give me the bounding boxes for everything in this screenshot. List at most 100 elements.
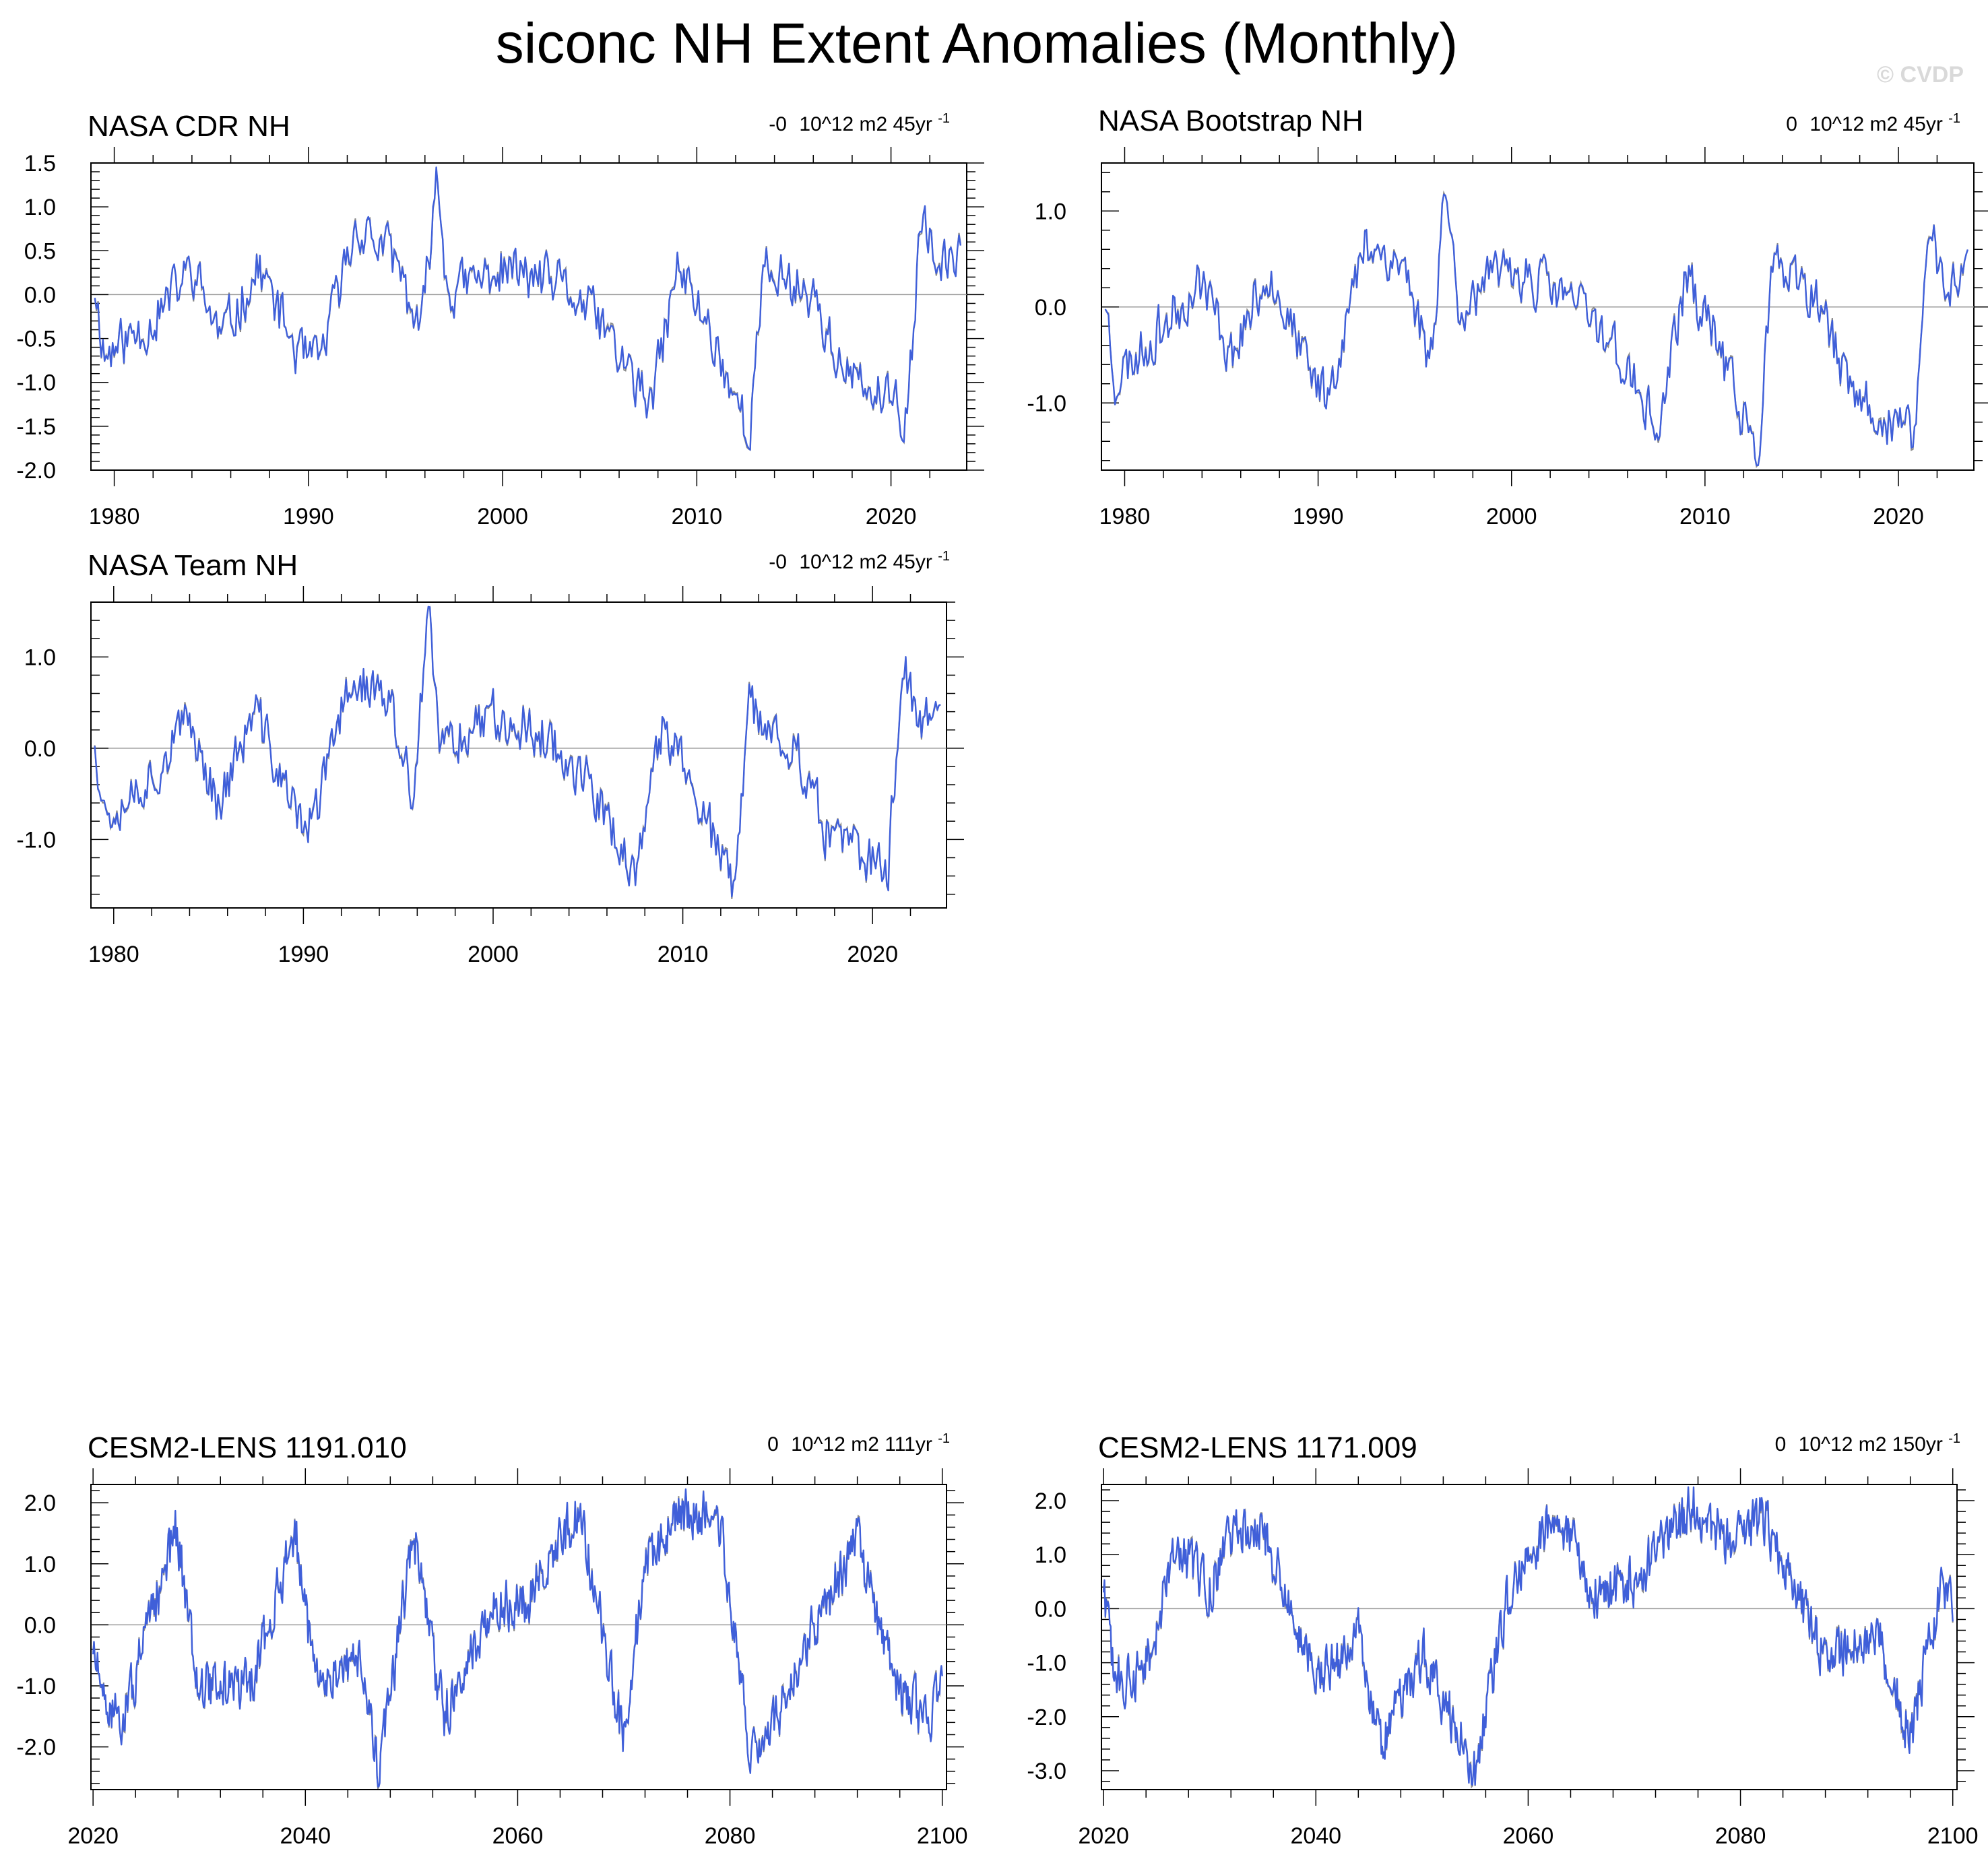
y-tick-label: 2.0 — [24, 1491, 56, 1516]
y-tick-label: 1.0 — [24, 645, 56, 670]
panel-nasa-bootstrap-nh: NASA Bootstrap NH 0 10^12 m2 45yr -1 1.0… — [1011, 0, 1988, 539]
trend-units: 10^12 m2 45yr — [799, 113, 932, 135]
y-tick-label: -2.0 — [1027, 1705, 1066, 1730]
panel-title: CESM2-LENS 1191.010 — [88, 1431, 407, 1464]
panel-title: NASA Bootstrap NH — [1098, 104, 1364, 137]
series-shadow-line — [1103, 1487, 1954, 1789]
trend-exponent: -1 — [1948, 1431, 1960, 1446]
x-tick-label: 2020 — [866, 504, 917, 529]
trend-exponent: -1 — [938, 549, 950, 564]
y-tick-label: 0.0 — [1035, 295, 1066, 321]
x-tick-label: 1980 — [88, 942, 139, 967]
trend-value: 0 — [1786, 113, 1797, 135]
y-tick-label: -1.0 — [16, 827, 56, 853]
x-tick-label: 2000 — [1486, 504, 1537, 529]
y-tick-label: 0.0 — [1035, 1596, 1066, 1622]
x-tick-label: 2100 — [917, 1823, 968, 1849]
y-tick-label: -2.0 — [16, 458, 56, 484]
watermark: © CVDP — [1877, 62, 1964, 88]
trend-value: 0 — [1775, 1433, 1787, 1456]
trend-label: 0 10^12 m2 45yr -1 — [1786, 111, 1960, 135]
trend-exponent: -1 — [1948, 111, 1960, 126]
trend-label: -0 10^12 m2 45yr -1 — [769, 549, 950, 573]
x-tick-label: 2040 — [280, 1823, 331, 1849]
x-tick-label: 1980 — [89, 504, 140, 529]
panel-title: NASA CDR NH — [88, 110, 290, 143]
trend-exponent: -1 — [938, 111, 950, 126]
x-tick-label: 2060 — [1503, 1823, 1554, 1849]
y-tick-label: 0.0 — [24, 282, 56, 308]
chart-nasa-team-nh: NASA Team NH -0 10^12 m2 45yr -1 1.0 0.0 -… — [16, 549, 964, 967]
series-line — [1104, 193, 1969, 467]
x-tick-label: 2080 — [1715, 1823, 1766, 1849]
y-tick-label: 1.0 — [24, 1552, 56, 1577]
trend-label: -0 10^12 m2 45yr -1 — [769, 111, 950, 135]
x-tick-label: 2000 — [477, 504, 528, 529]
panel-title: NASA Team NH — [88, 549, 298, 582]
x-tick-label: 1990 — [278, 942, 329, 967]
chart-nasa-bootstrap-nh: NASA Bootstrap NH 0 10^12 m2 45yr -1 1.0… — [1027, 104, 1988, 529]
y-tick-label: 1.0 — [1035, 199, 1066, 224]
x-tick-label: 1980 — [1099, 504, 1151, 529]
y-tick-label: 1.0 — [24, 195, 56, 220]
x-tick-label: 2080 — [705, 1823, 756, 1849]
x-tick-label: 1990 — [283, 504, 334, 529]
x-tick-label: 2020 — [1078, 1823, 1129, 1849]
series-shadow-line — [94, 169, 961, 451]
x-tick-label: 2000 — [468, 942, 519, 967]
trend-exponent: -1 — [938, 1431, 950, 1446]
trend-units: 10^12 m2 150yr — [1799, 1433, 1943, 1456]
chart-nasa-cdr-nh: NASA CDR NH -0 10^12 m2 45yr -1 1.5 1.0 0.… — [16, 110, 984, 529]
x-tick-label: 2010 — [658, 942, 709, 967]
series-line — [94, 166, 962, 451]
y-tick-label: -1.0 — [1027, 391, 1066, 416]
y-tick-label: -2.0 — [16, 1735, 56, 1761]
y-tick-label: -1.0 — [1027, 1651, 1066, 1676]
figure-title: siconc NH Extent Anomalies (Monthly) — [495, 11, 1458, 75]
x-tick-label: 2040 — [1290, 1823, 1341, 1849]
y-tick-label: 1.5 — [24, 151, 56, 176]
x-tick-label: 2100 — [1927, 1823, 1979, 1849]
x-tick-label: 2060 — [492, 1823, 544, 1849]
trend-value: -0 — [769, 113, 787, 135]
x-tick-label: 2010 — [1679, 504, 1731, 529]
plot-frame — [90, 601, 947, 909]
plot-frame — [1101, 162, 1975, 471]
panel-nasa-team-nh: NASA Team NH -0 10^12 m2 45yr -1 1.0 0.0 -… — [0, 438, 997, 977]
series-shadow-line — [1104, 190, 1968, 469]
trend-units: 10^12 m2 45yr — [1809, 113, 1943, 135]
y-tick-label: -1.0 — [16, 370, 56, 396]
panel-cesm2-lens-1171-009: CESM2-LENS 1171.009 0 10^12 m2 150yr -1 … — [1011, 1320, 1988, 1863]
y-tick-label: 2.0 — [1035, 1489, 1066, 1514]
series-shadow-line — [94, 606, 941, 899]
y-tick-label: -3.0 — [1027, 1759, 1066, 1784]
y-tick-label: 1.0 — [1035, 1542, 1066, 1568]
y-tick-label: 0.0 — [24, 1612, 56, 1638]
y-tick-label: -1.5 — [16, 414, 56, 440]
trend-value: -0 — [769, 551, 787, 573]
trend-label: 0 10^12 m2 111yr -1 — [767, 1431, 950, 1456]
panel-cesm2-lens-1191-010: CESM2-LENS 1191.010 0 10^12 m2 111yr -1 … — [0, 1320, 997, 1863]
panel-title: CESM2-LENS 1171.009 — [1098, 1431, 1417, 1464]
series-line — [92, 1488, 943, 1788]
trend-value: 0 — [767, 1433, 779, 1456]
x-tick-label: 2020 — [1873, 504, 1924, 529]
y-tick-label: -1.0 — [16, 1674, 56, 1699]
chart-cesm2-lens-1191-010: CESM2-LENS 1191.010 0 10^12 m2 111yr -1 … — [16, 1431, 968, 1849]
x-tick-label: 2010 — [672, 504, 723, 529]
x-tick-label: 2020 — [67, 1823, 119, 1849]
y-tick-label: 0.0 — [24, 736, 56, 762]
y-tick-label: 0.5 — [24, 238, 56, 264]
trend-units: 10^12 m2 111yr — [791, 1433, 932, 1456]
plot-frame — [90, 162, 967, 471]
trend-label: 0 10^12 m2 150yr -1 — [1775, 1431, 1960, 1456]
series-line — [94, 606, 941, 898]
chart-cesm2-lens-1171-009: CESM2-LENS 1171.009 0 10^12 m2 150yr -1 … — [1027, 1431, 1979, 1849]
plot-frame — [1101, 1484, 1958, 1790]
trend-units: 10^12 m2 45yr — [799, 551, 932, 573]
y-tick-label: -0.5 — [16, 327, 56, 352]
x-tick-label: 2020 — [847, 942, 898, 967]
panel-nasa-cdr-nh: NASA CDR NH -0 10^12 m2 45yr -1 1.5 1.0 0.… — [0, 0, 997, 539]
x-tick-label: 1990 — [1293, 504, 1344, 529]
series-line — [1103, 1486, 1954, 1786]
